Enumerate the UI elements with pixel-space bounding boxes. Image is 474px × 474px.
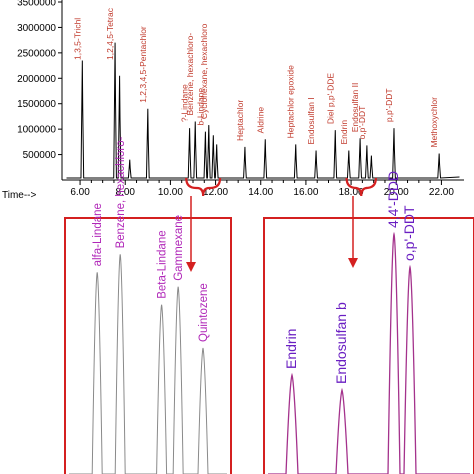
zoom-right-trace: [268, 231, 470, 474]
main-peak-label: Heptachlor epoxide: [286, 65, 296, 139]
y-tick-label: 3500000: [17, 0, 56, 9]
main-peak-label: Endosulfan I: [306, 97, 316, 144]
zoom-peak-label: Gammexane: [173, 215, 185, 281]
main-peak-label: Endosulfan II: [350, 83, 360, 133]
zoom-peak-label: 4,4'-DDD: [385, 171, 401, 228]
x-tick-label: 14.00: [248, 187, 273, 198]
bracket-left-highlight: [185, 177, 222, 197]
main-x-axis-label: Time-->: [2, 190, 37, 201]
x-tick-label: 18.00: [339, 187, 364, 198]
main-peak-label: ?-Lindane: [180, 84, 190, 122]
main-peak-label: Cyclohexane, hexachloro: [199, 23, 209, 119]
y-tick-label: 1000000: [17, 125, 56, 136]
x-tick-label: 10.00: [158, 187, 183, 198]
zoom-peak-label: Endrin: [283, 329, 299, 369]
bracket-left-arrowhead: [186, 262, 196, 272]
y-tick-label: 1500000: [17, 99, 56, 110]
main-peak-label: Benzene, hexachloro-: [185, 33, 195, 116]
main-peak-label: 1,2,4,5-Tetrac: [105, 7, 115, 60]
zoom-peak-label: Endosulfan b: [333, 302, 349, 384]
y-tick-label: 500000: [23, 150, 57, 161]
zoom-panel-left-frame: [64, 217, 232, 474]
main-peak-label: 1,3,5-Trichl: [72, 18, 82, 60]
bracket-right-highlight: [345, 177, 378, 197]
zoom-peak-label: o,p'-DDT: [401, 205, 417, 261]
bracket-right-arrowhead: [348, 258, 358, 268]
y-tick-label: 2500000: [17, 48, 56, 59]
main-peak-label: Heptachlor: [235, 100, 245, 141]
zoom-peak-label: alfa-Lindane: [92, 203, 104, 266]
main-peak-label: b-Lindane: [195, 88, 205, 126]
main-peak-label: Aldrine: [255, 107, 265, 134]
zoom-peak-label: Quintozene: [198, 283, 210, 342]
main-peak-label: Methoxychlor: [429, 97, 439, 148]
zoom-peak-label: Benzene, hexachloro-: [115, 136, 127, 248]
main-peak-label: o,p'-DDT: [357, 106, 367, 140]
main-chromatogram-trace: [66, 42, 460, 179]
main-peak-label: p,p'-DDT: [384, 88, 394, 122]
main-peak-labels: 1,3,5-Trichl 1,2,4,5-Tetrac 1,2,3,4,5-Pent…: [72, 7, 439, 147]
x-tick-label: 16.00: [293, 187, 318, 198]
zoom-left-trace: [69, 254, 227, 474]
main-peak-label: Endrin: [339, 120, 349, 145]
zoom-left-peak-labels: alfa-Lindane Benzene, hexachloro- Beta-Lin…: [92, 136, 210, 342]
x-tick-label: 12.00: [203, 187, 228, 198]
y-tick-label: 2000000: [17, 74, 56, 85]
zoom-panel-right-frame: [263, 217, 474, 474]
main-peak-label: 1,2,3,4,5-Pentachlor: [138, 26, 148, 103]
main-y-axis-ticks: 500000 1000000 1500000 2000000 2500000 300000…: [17, 0, 62, 161]
zoom-peak-label: Beta-Lindane: [157, 230, 169, 298]
x-tick-label: 20.00: [384, 187, 409, 198]
main-x-axis-ticks: 6.00 8.00 10.00 12.00 14.00 16.00 18.00 20.00 22…: [70, 180, 454, 198]
x-tick-label: 8.00: [116, 187, 136, 198]
y-tick-label: 3000000: [17, 23, 56, 34]
main-peak-label: Diel p,p'-DDE: [325, 73, 335, 125]
x-tick-label: 22.00: [429, 187, 454, 198]
x-tick-label: 6.00: [70, 187, 90, 198]
